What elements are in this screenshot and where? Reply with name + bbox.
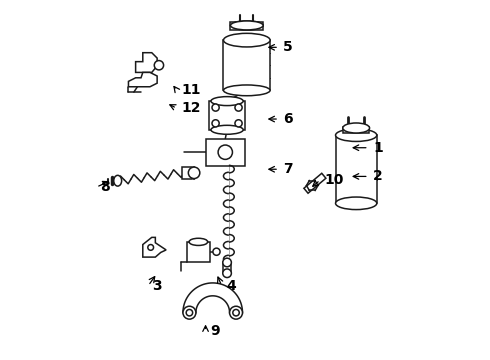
Polygon shape [136,53,157,72]
Text: 9: 9 [210,324,220,338]
Bar [343,127,369,133]
Text: 4: 4 [226,279,236,293]
Circle shape [212,104,219,111]
Ellipse shape [230,21,263,30]
Circle shape [213,248,220,255]
Circle shape [186,310,193,316]
Ellipse shape [223,33,270,47]
Text: 10: 10 [324,173,344,187]
Circle shape [233,310,239,316]
Circle shape [223,269,231,278]
Text: 8: 8 [100,180,110,194]
Ellipse shape [211,96,243,105]
Text: 2: 2 [373,170,383,183]
Circle shape [223,258,231,267]
Polygon shape [128,72,157,87]
Polygon shape [304,173,326,193]
Circle shape [235,104,242,111]
Ellipse shape [223,85,270,96]
Bar [336,135,377,203]
Circle shape [188,167,200,179]
Ellipse shape [336,129,377,141]
Bar [187,242,210,262]
Bar [182,167,192,179]
Text: 12: 12 [181,101,201,115]
Text: 7: 7 [283,162,293,176]
Text: 5: 5 [283,40,293,54]
Circle shape [218,145,232,159]
Circle shape [230,306,243,319]
Circle shape [235,120,242,127]
Circle shape [148,244,153,250]
Bar [205,139,245,166]
Bar [230,22,263,30]
Ellipse shape [230,21,263,30]
Text: 11: 11 [181,84,201,97]
Ellipse shape [343,123,369,133]
Circle shape [212,120,219,127]
Polygon shape [183,283,243,313]
Ellipse shape [336,197,377,210]
Polygon shape [143,237,166,257]
Ellipse shape [114,175,122,186]
Circle shape [183,306,196,319]
Ellipse shape [189,238,208,246]
Text: 3: 3 [152,279,162,293]
Circle shape [154,60,164,70]
Bar [223,40,270,90]
Text: 6: 6 [283,112,293,126]
Bar [209,101,245,130]
Ellipse shape [211,125,243,134]
Text: 1: 1 [373,141,383,155]
